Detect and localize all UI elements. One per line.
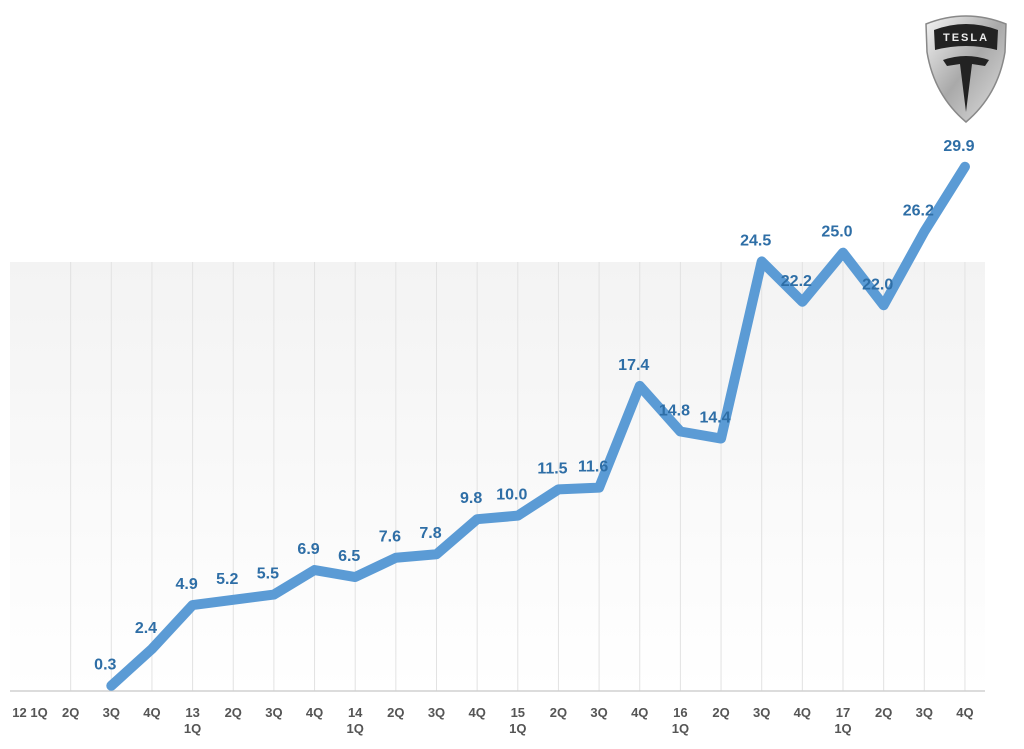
x-tick-label: 4Q [631, 705, 648, 720]
value-label: 22.0 [862, 276, 893, 293]
value-label: 4.9 [175, 576, 197, 593]
x-tick-label: 17 1Q [834, 705, 851, 736]
value-label: 5.5 [257, 566, 279, 583]
x-tick-label: 3Q [753, 705, 770, 720]
x-tick-label: 3Q [428, 705, 445, 720]
x-tick-label: 4Q [468, 705, 485, 720]
value-label: 29.9 [943, 138, 974, 155]
x-tick-label: 2Q [225, 705, 242, 720]
x-tick-label: 3Q [590, 705, 607, 720]
x-tick-label: 14 1Q [347, 705, 364, 736]
x-tick-label: 13 1Q [184, 705, 201, 736]
logo: TESLA [925, 15, 1007, 123]
logo-t [943, 56, 989, 112]
x-tick-label: 4Q [956, 705, 973, 720]
value-label: 14.4 [699, 410, 730, 427]
x-tick-label: 2Q [387, 705, 404, 720]
x-tick-label: 4Q [143, 705, 160, 720]
x-tick-label: 2Q [712, 705, 729, 720]
value-label: 11.5 [537, 460, 567, 477]
value-label: 7.6 [379, 529, 401, 546]
x-tick-label: 12 1Q [12, 705, 47, 720]
x-tick-label: 16 1Q [672, 705, 689, 736]
x-tick-label: 2Q [62, 705, 79, 720]
x-tick-label: 3Q [103, 705, 120, 720]
data-line [106, 161, 970, 691]
value-label: 2.4 [135, 620, 157, 637]
value-label: 0.3 [94, 657, 116, 674]
value-label: 11.6 [578, 459, 608, 476]
value-label: 22.2 [781, 273, 812, 290]
x-tick-label: 3Q [916, 705, 933, 720]
x-tick-label: 2Q [550, 705, 567, 720]
value-label: 9.8 [460, 490, 482, 507]
value-label: 5.2 [216, 571, 238, 588]
value-label: 7.8 [419, 525, 441, 542]
x-tick-label: 2Q [875, 705, 892, 720]
value-label: 24.5 [740, 232, 771, 249]
value-label: 6.5 [338, 548, 360, 565]
value-label: 14.8 [659, 403, 690, 420]
x-tick-label: 3Q [265, 705, 282, 720]
value-label: 10.0 [496, 487, 527, 504]
value-label: 26.2 [903, 203, 934, 220]
x-tick-label: 4Q [794, 705, 811, 720]
logo-band [934, 24, 998, 50]
x-tick-label: 15 1Q [509, 705, 526, 736]
logo-text: TESLA [943, 32, 989, 44]
value-label: 17.4 [618, 357, 649, 374]
value-label: 25.0 [821, 224, 852, 241]
value-label: 6.9 [297, 541, 319, 558]
x-tick-label: 4Q [306, 705, 323, 720]
